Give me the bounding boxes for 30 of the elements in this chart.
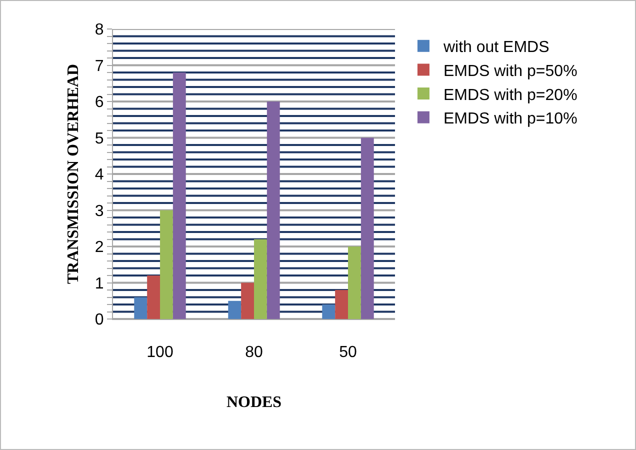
bar (360, 138, 374, 319)
y-tick-label: 7 (94, 58, 104, 75)
x-tick-label: 100 (146, 344, 174, 362)
y-tick-label: 6 (94, 94, 104, 112)
bar (348, 246, 361, 319)
bar (241, 282, 254, 319)
y-axis-title: TRANSMISSION OVERHEAD (64, 64, 82, 284)
legend-label: EMDS with p=50% (443, 62, 578, 80)
x-axis-title: NODES (226, 394, 282, 411)
y-tick-label: 0 (94, 312, 104, 329)
bar (254, 239, 267, 319)
legend-label: EMDS with p=20% (443, 86, 578, 104)
y-tick-label: 5 (94, 130, 104, 148)
y-tick-label: 8 (94, 22, 104, 39)
x-tick-label: 50 (339, 344, 357, 362)
bar (160, 210, 173, 319)
bar (134, 297, 148, 319)
y-tick-label: 2 (94, 239, 104, 256)
y-tick-label: 1 (94, 275, 104, 292)
legend-label: EMDS with p=10% (443, 110, 578, 128)
y-tick-label: 3 (94, 202, 104, 220)
bar (147, 276, 160, 319)
bar (266, 102, 280, 319)
legend-label: with out EMDS (442, 39, 550, 56)
bar (322, 304, 336, 319)
x-tick-label: 80 (245, 344, 263, 362)
bar (172, 72, 186, 319)
bar (335, 290, 348, 319)
y-tick-label: 4 (94, 166, 104, 184)
bar (228, 300, 242, 319)
